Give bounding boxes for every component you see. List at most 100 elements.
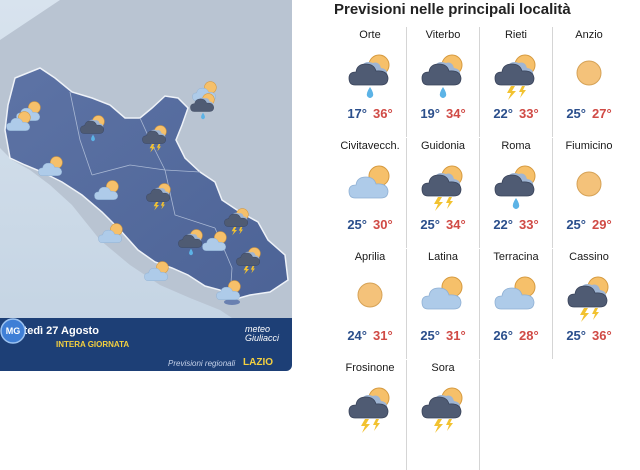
temp-min: 25°	[566, 328, 586, 343]
city-cell: Frosinone	[334, 360, 407, 470]
storm-cloud-icon	[348, 387, 390, 433]
city-cell: Rieti 22° 33°	[480, 27, 553, 137]
sun-cloud-icon	[216, 280, 241, 300]
city-name: Viterbo	[425, 29, 461, 41]
island	[224, 299, 240, 305]
temp-max: 36°	[592, 328, 612, 343]
city-temperatures: 25° 27°	[553, 106, 625, 121]
city-temperatures: 22° 33°	[480, 106, 552, 121]
city-temperatures: 25° 30°	[334, 217, 406, 232]
region-label: LAZIO	[243, 357, 273, 368]
temp-max: 29°	[592, 217, 612, 232]
city-temperatures: 26° 28°	[480, 328, 552, 343]
temp-max: 27°	[592, 106, 612, 121]
sun-cloud-icon	[94, 180, 119, 200]
storm-cloud-icon	[421, 165, 463, 211]
forecast-period: INTERA GIORNATA	[56, 340, 130, 349]
storm-cloud-icon	[146, 183, 171, 211]
temp-min: 22°	[493, 217, 513, 232]
rain-cloud-icon	[190, 93, 215, 120]
city-temperatures: 25° 34°	[407, 217, 479, 232]
city-weather-icon	[418, 160, 468, 217]
rain-cloud-icon	[348, 54, 390, 98]
temp-min: 22°	[493, 106, 513, 121]
brand-line-1: meteo	[245, 324, 271, 334]
city-temperatures: 24° 31°	[334, 328, 406, 343]
sun-icon	[576, 60, 602, 86]
temp-min: 25°	[420, 217, 440, 232]
city-cell: Cassino 25° 36°	[553, 249, 625, 359]
city-cell: Roma 22° 33°	[480, 138, 553, 248]
city-name: Fiumicino	[565, 140, 613, 152]
sun-cloud-icon	[144, 261, 169, 281]
city-cell: Aprilia 24° 31°	[334, 249, 407, 359]
city-weather-icon	[418, 271, 468, 328]
city-weather-icon	[345, 160, 395, 217]
city-weather-icon	[491, 160, 541, 217]
city-temperatures: 22° 33°	[480, 217, 552, 232]
storm-cloud-icon	[224, 208, 249, 236]
temp-min: 24°	[347, 328, 367, 343]
temp-max: 31°	[373, 328, 393, 343]
svg-text:MG: MG	[6, 326, 21, 336]
city-cell: Orte 17° 36°	[334, 27, 407, 137]
temp-max: 34°	[446, 106, 466, 121]
temp-max: 33°	[519, 106, 539, 121]
city-name: Sora	[431, 362, 455, 374]
city-name: Aprilia	[354, 251, 386, 263]
sun-cloud-icon	[6, 111, 31, 131]
rain-cloud-icon	[494, 165, 536, 209]
city-weather-icon	[564, 271, 614, 328]
grid-title: Previsioni nelle principali località	[334, 1, 571, 18]
city-name: Orte	[359, 29, 381, 41]
city-weather-icon	[345, 271, 395, 328]
city-cell: Terracina 26° 28°	[480, 249, 553, 359]
storm-cloud-icon	[567, 276, 609, 322]
meteo-giuliacci-logo: MG	[0, 318, 26, 344]
city-cell: Guidonia 25° 34°	[407, 138, 480, 248]
rain-cloud-icon	[80, 115, 105, 142]
city-weather-icon	[418, 382, 468, 439]
sun-cloud-icon	[494, 276, 536, 310]
temp-max: 28°	[519, 328, 539, 343]
storm-cloud-icon	[421, 387, 463, 433]
city-cell: Civitavecch. 25° 30°	[334, 138, 407, 248]
city-temperatures: 19° 34°	[407, 106, 479, 121]
rain-cloud-icon	[178, 229, 203, 256]
temp-min: 25°	[347, 217, 367, 232]
temp-max: 30°	[373, 217, 393, 232]
city-weather-icon	[345, 382, 395, 439]
city-weather-icon	[345, 49, 395, 106]
city-name: Terracina	[493, 251, 539, 263]
city-weather-icon	[564, 49, 614, 106]
city-cell: Viterbo 19° 34°	[407, 27, 480, 137]
city-weather-icon	[418, 49, 468, 106]
storm-cloud-icon	[236, 247, 261, 275]
temp-min: 26°	[493, 328, 513, 343]
city-temperatures: 25° 29°	[553, 217, 625, 232]
footer-note: Previsioni regionali	[168, 359, 236, 368]
city-cell: Sora	[407, 360, 480, 470]
city-cell: Anzio 25° 27°	[553, 27, 625, 137]
temp-max: 33°	[519, 217, 539, 232]
brand-line-2: Giuliacci	[245, 333, 280, 343]
city-weather-icon	[491, 271, 541, 328]
city-cell: Latina 25° 31°	[407, 249, 480, 359]
sun-icon	[357, 282, 383, 308]
city-name: Cassino	[569, 251, 609, 263]
storm-cloud-icon	[494, 54, 536, 100]
city-temperatures: 17° 36°	[334, 106, 406, 121]
rain-cloud-icon	[421, 54, 463, 98]
temp-min: 19°	[420, 106, 440, 121]
temp-max: 31°	[446, 328, 466, 343]
city-weather-icon	[564, 160, 614, 217]
map-footer: Martedì 27 Agosto INTERA GIORNATA MG met…	[0, 318, 292, 371]
sun-cloud-icon	[348, 165, 390, 199]
temp-min: 17°	[347, 106, 367, 121]
city-name: Latina	[428, 251, 458, 263]
temp-min: 25°	[566, 217, 586, 232]
city-name: Civitavecch.	[340, 140, 400, 152]
brand-name: meteo Giuliacci	[245, 325, 279, 343]
city-temperatures: 25° 31°	[407, 328, 479, 343]
region-map: Martedì 27 Agosto INTERA GIORNATA MG met…	[0, 0, 292, 371]
